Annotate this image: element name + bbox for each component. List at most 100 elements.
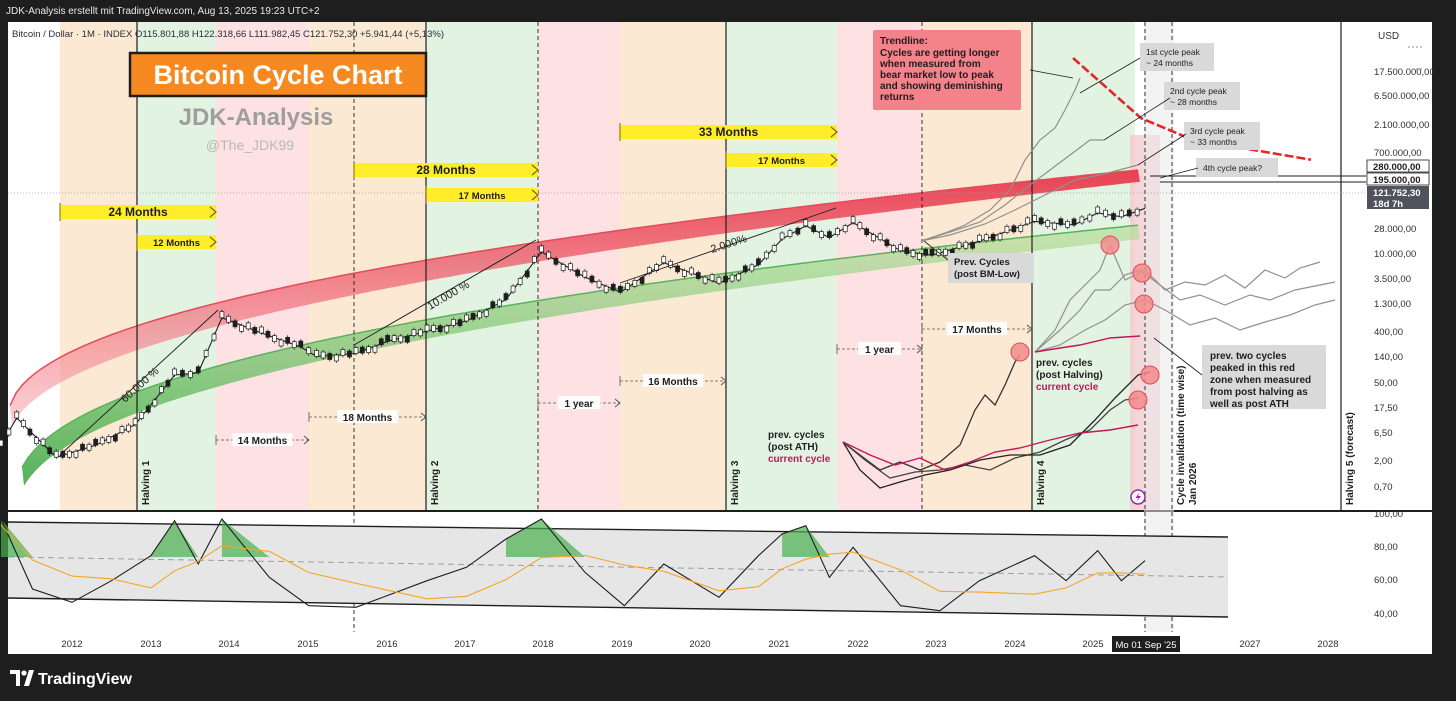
post-halving-labels: prev. cycles (post Halving) current cycl… [1036, 358, 1103, 393]
price-marker-label: 195.000,00 [1373, 175, 1421, 186]
osc-overbought [150, 520, 199, 557]
prev-cycle-halving-line [1034, 269, 1336, 353]
candle [610, 283, 616, 291]
candle [113, 434, 118, 442]
event-icon[interactable] [1130, 489, 1146, 505]
x-tick-label: 2024 [1004, 639, 1025, 650]
candle [1126, 209, 1132, 217]
candle [871, 234, 876, 242]
osc-overbought [0, 519, 33, 557]
peak-zone-circle [1134, 294, 1154, 314]
candle [86, 443, 92, 451]
current-cycle-label: current cycle [1036, 382, 1099, 393]
cycle-overlays [842, 57, 1336, 489]
candle [795, 227, 801, 235]
candle [232, 320, 238, 328]
osc-signal [0, 524, 1146, 600]
candle [532, 256, 537, 263]
x-cursor-box [1112, 636, 1180, 652]
cycle-invalidation-label: Cycle invalidation (time wise) Jan 2026 [1176, 366, 1199, 505]
candle [771, 245, 777, 252]
cycle-peak-note-3: 3rd cycle peak ~ 33 months [1184, 122, 1260, 150]
candle [582, 270, 588, 278]
candle [661, 256, 667, 264]
candle [139, 412, 145, 419]
duration-bar [426, 188, 538, 202]
candle [497, 299, 502, 307]
prev-cycle-ath-line [842, 371, 1151, 489]
trendline-note: Trendline: Cycles are getting longer whe… [873, 30, 1021, 110]
candle [976, 234, 982, 242]
chart-caption: JDK-Analysis erstellt mit TradingView.co… [6, 6, 320, 17]
red-zone-note: prev. two cycles peaked in this red zone… [1153, 337, 1326, 410]
peak-pointer-lines [1029, 57, 1199, 179]
price-axis [1366, 22, 1432, 632]
peak-zone-circle [1140, 365, 1160, 385]
x-tick-label: 2027 [1239, 639, 1260, 650]
candle [20, 420, 26, 427]
peak-zone-circle [1128, 390, 1148, 410]
y-tick-label: 6,50 [1374, 428, 1393, 439]
candle [811, 225, 817, 233]
candle [385, 334, 390, 342]
candle [306, 347, 312, 355]
candle [211, 333, 217, 341]
duration-label: 18 Months [343, 413, 393, 424]
candle [539, 245, 544, 253]
candle [80, 443, 85, 451]
candle [391, 335, 397, 342]
candle [291, 341, 297, 349]
footer-logo-text: TradingView [38, 671, 133, 688]
duration-arrow [531, 164, 539, 176]
axis-handle-icon[interactable] [1408, 46, 1424, 70]
candle [904, 247, 910, 254]
duration-label-bg [642, 374, 704, 387]
candle [1011, 225, 1017, 233]
axes: 17.500.000,00 6.500.000,00 2.100.000,00 700… [61, 67, 1435, 652]
duration-bar [620, 125, 837, 139]
candle [1038, 217, 1044, 225]
duration-label: 17 Months [459, 191, 506, 202]
candle [891, 245, 897, 253]
candle [1025, 217, 1031, 225]
watermark: JDK-Analysis [179, 104, 334, 131]
candle [272, 335, 277, 343]
prev-cycle-bm-line [920, 164, 1139, 242]
candle [226, 315, 231, 323]
candle [668, 260, 674, 268]
phase-band [538, 22, 620, 510]
peak-zone-circle [1132, 263, 1152, 283]
duration-label: 12 Months [153, 238, 200, 249]
current-cycle-ath-line [842, 424, 1139, 471]
candle [702, 276, 708, 284]
candle [188, 371, 193, 378]
candle [716, 276, 722, 284]
candle [265, 330, 271, 338]
halving-label: Halving 1 [141, 460, 152, 505]
candle [1079, 216, 1085, 224]
trendline-line: and showing deminishing [880, 81, 1003, 92]
prev-cycle-bm-line [920, 139, 1104, 242]
candle [67, 450, 72, 458]
y-tick-label: 17.500.000,00 [1374, 67, 1435, 78]
halving-label: Halving 5 (forecast) [1345, 412, 1356, 505]
footer-bar [0, 654, 1456, 701]
candle [40, 438, 46, 446]
candle [910, 250, 916, 257]
duration-arrow [720, 376, 727, 386]
candle [589, 275, 595, 283]
duration-arrow [420, 412, 427, 422]
note-line: prev. two cycles [1210, 351, 1287, 362]
candle [378, 338, 384, 346]
candle [929, 248, 935, 256]
x-tick-label: 2028 [1317, 639, 1338, 650]
y-tick-label: 28.000,00 [1374, 224, 1416, 235]
x-tick-label: 2016 [376, 639, 397, 650]
duration-arrow [209, 236, 217, 248]
candle [298, 340, 304, 348]
candle [366, 346, 372, 353]
forecast-zone [1144, 22, 1174, 632]
prev-cycles-bm-note: Prev. Cycles (post BM-Low) [923, 240, 1034, 283]
note-line: (post ATH) [768, 442, 818, 453]
